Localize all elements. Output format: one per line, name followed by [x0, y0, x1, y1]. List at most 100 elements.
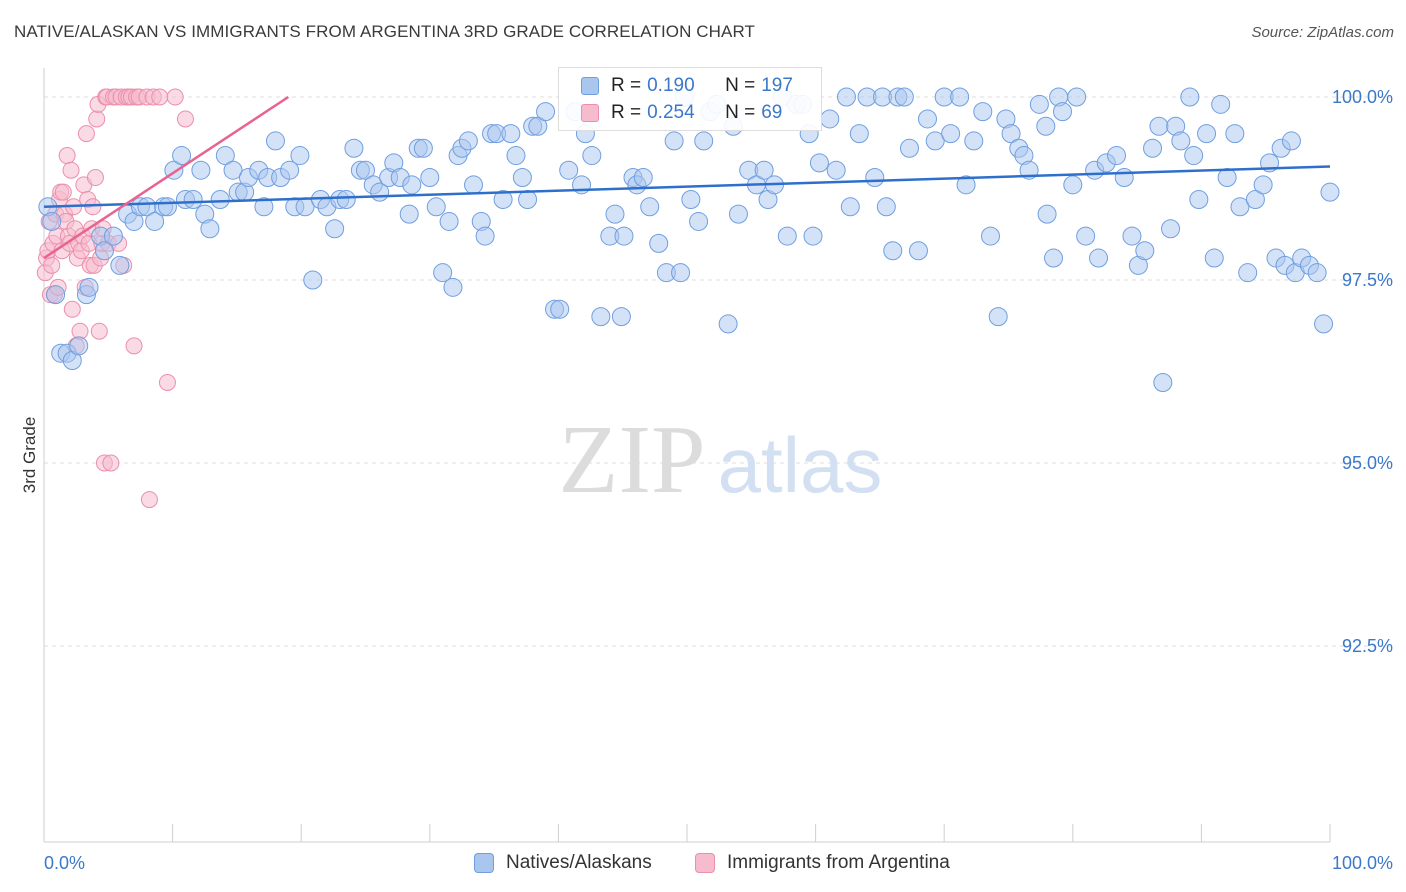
data-point-natives	[1044, 248, 1064, 268]
data-point-natives	[399, 204, 419, 224]
data-point-natives	[512, 168, 532, 188]
legend-n-value: 197	[761, 75, 793, 96]
data-point-natives	[1122, 226, 1142, 246]
data-point-natives	[1320, 182, 1340, 202]
bottom-legend-argentina: Immigrants from Argentina	[695, 852, 950, 874]
legend-r-label: R =	[611, 102, 642, 123]
tick-labels: 100.0% 97.5% 95.0% 92.5% 0.0% 100.0%	[44, 87, 1393, 873]
data-point-argentina	[62, 161, 80, 179]
data-point-natives	[356, 160, 375, 180]
data-point-natives	[79, 277, 99, 297]
source-label: Source: ZipAtlas.com	[1251, 24, 1394, 41]
data-point-natives	[290, 146, 310, 166]
data-point-natives	[1143, 138, 1163, 158]
legend-swatch-natives	[581, 77, 599, 95]
legend-r-label: R =	[611, 75, 642, 96]
data-point-natives	[925, 131, 945, 151]
data-point-natives	[611, 307, 631, 327]
chart-title: NATIVE/ALASKAN VS IMMIGRANTS FROM ARGENT…	[14, 22, 756, 41]
y-tick-label: 95.0%	[1342, 453, 1393, 473]
data-point-natives	[1036, 116, 1056, 136]
data-point-natives	[908, 241, 928, 261]
data-point-natives	[325, 219, 345, 239]
data-point-natives	[1076, 226, 1096, 246]
data-point-argentina	[140, 491, 158, 509]
data-point-natives	[865, 168, 885, 188]
data-point-natives	[280, 160, 300, 180]
watermark-atlas: atlas	[718, 421, 883, 509]
data-point-natives	[191, 160, 211, 180]
legend-n-label: N =	[725, 75, 756, 96]
data-point-natives	[110, 255, 130, 275]
data-point-natives	[718, 314, 738, 334]
data-point-natives	[254, 197, 274, 217]
trend-line-natives	[43, 165, 1331, 209]
data-point-natives	[689, 211, 709, 231]
data-point-natives	[501, 124, 521, 144]
data-point-natives	[1245, 189, 1265, 209]
data-point-natives	[1001, 124, 1021, 144]
watermark: ZIP atlas	[559, 406, 883, 514]
data-point-natives	[1230, 197, 1250, 217]
data-point-argentina	[54, 183, 72, 201]
data-point-natives	[344, 138, 364, 158]
data-point-natives	[728, 204, 748, 224]
data-point-natives	[303, 270, 323, 290]
data-point-natives	[917, 109, 937, 129]
data-point-natives	[671, 263, 691, 283]
data-point-natives	[458, 131, 478, 151]
data-point-natives	[210, 189, 230, 209]
data-point-natives	[649, 233, 669, 253]
data-point-natives	[605, 204, 625, 224]
data-point-natives	[439, 211, 459, 231]
data-point-natives	[493, 189, 513, 209]
data-point-natives	[1037, 204, 1057, 224]
data-point-natives	[640, 197, 660, 217]
data-point-natives	[964, 131, 984, 151]
data-point-natives	[614, 226, 634, 246]
data-point-natives	[883, 241, 903, 261]
data-point-natives	[420, 168, 440, 188]
data-point-natives	[1171, 131, 1191, 151]
series-natives-points	[38, 87, 1340, 392]
data-point-natives	[433, 263, 453, 283]
legend-row-argentina: R = 0.254 N = 69	[581, 100, 782, 126]
data-point-natives	[820, 109, 840, 129]
data-point-natives	[973, 102, 993, 122]
data-point-argentina	[158, 373, 176, 391]
data-point-natives	[591, 307, 611, 327]
bottom-legend-swatch-natives	[474, 853, 494, 873]
data-point-natives	[1184, 146, 1204, 166]
data-point-natives	[950, 87, 970, 107]
data-point-argentina	[176, 110, 194, 128]
data-point-argentina	[63, 300, 81, 318]
legend-swatch-argentina	[581, 104, 599, 122]
data-point-natives	[1089, 248, 1109, 268]
data-point-natives	[1189, 189, 1209, 209]
legend-n-label: N =	[725, 102, 756, 123]
y-tick-label: 97.5%	[1342, 270, 1393, 290]
data-point-argentina	[90, 322, 108, 340]
bottom-legend-label-argentina: Immigrants from Argentina	[727, 852, 950, 873]
data-point-natives	[694, 131, 714, 151]
data-point-natives	[1135, 241, 1155, 261]
data-point-natives	[1114, 168, 1134, 188]
data-point-argentina	[88, 110, 106, 128]
y-tick-label: 92.5%	[1342, 636, 1393, 656]
data-point-natives	[1217, 168, 1237, 188]
data-point-natives	[559, 160, 579, 180]
data-point-natives	[1153, 372, 1173, 392]
data-point-natives	[550, 299, 570, 319]
data-point-natives	[1063, 175, 1083, 195]
data-point-natives	[506, 146, 526, 166]
trend-line-argentina	[43, 95, 290, 260]
data-point-natives	[988, 307, 1008, 327]
data-point-natives	[172, 146, 192, 166]
data-point-natives	[836, 87, 856, 107]
data-point-natives	[899, 138, 919, 158]
data-point-natives	[876, 197, 896, 217]
data-point-natives	[518, 189, 538, 209]
data-point-natives	[1253, 175, 1273, 195]
legend-r-value: 0.190	[647, 75, 695, 96]
